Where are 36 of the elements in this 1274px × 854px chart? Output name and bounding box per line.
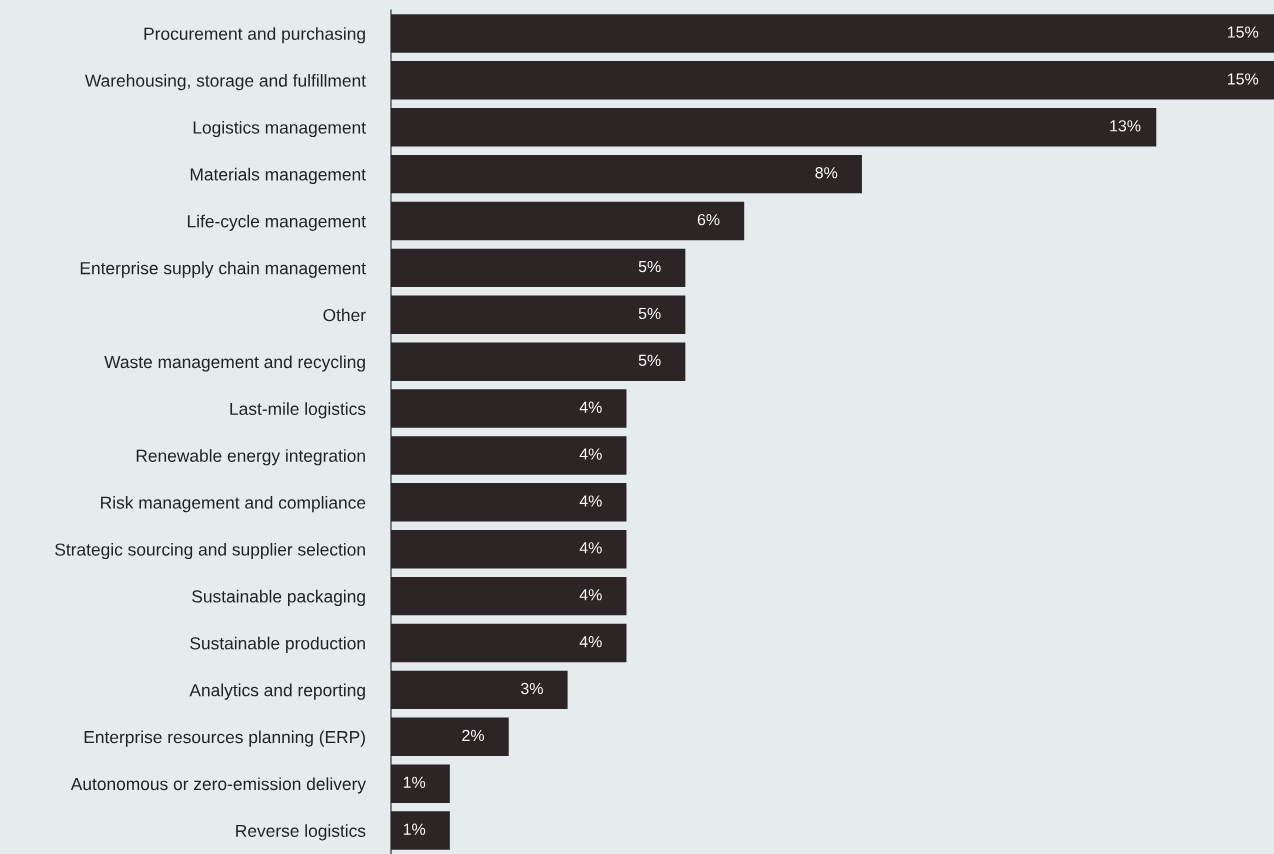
y-tick-label: Sustainable production <box>190 636 365 653</box>
y-tick-label: Strategic sourcing and supplier selection <box>55 542 365 560</box>
y-tick-label: Last-mile logistics <box>230 402 366 419</box>
data-label: 8% <box>815 167 838 179</box>
data-label: 15% <box>1228 26 1259 38</box>
y-tick-label: Other <box>323 308 366 322</box>
data-label: 5% <box>638 307 661 320</box>
data-label: 4% <box>579 589 602 601</box>
data-label: 13% <box>1110 120 1141 132</box>
data-label: 4% <box>579 636 602 648</box>
data-label: 6% <box>697 213 720 226</box>
data-label: 4% <box>579 542 602 554</box>
y-tick-label: Warehousing, storage and fulfillment <box>84 74 366 91</box>
y-tick-label: Waste management and recycling <box>104 355 365 372</box>
y-tick-label: Enterprise resources planning (ERP) <box>84 730 365 747</box>
y-tick-label: Renewable energy integration <box>136 449 365 466</box>
y-tick-label: Risk management and compliance <box>101 496 366 513</box>
data-label: 3% <box>520 682 543 695</box>
data-label: 2% <box>462 729 485 741</box>
y-tick-label: Enterprise supply chain management <box>80 261 366 278</box>
data-label: 5% <box>638 354 661 366</box>
data-label: 4% <box>579 401 602 413</box>
data-label: 5% <box>638 260 661 273</box>
y-tick-label: Autonomous or zero-emission delivery <box>70 777 366 794</box>
data-label: 4% <box>579 448 602 460</box>
y-tick-label: Procurement and purchasing <box>144 27 365 44</box>
y-tick-label: Analytics and reporting <box>189 683 365 700</box>
y-tick-label: Logistics management <box>193 120 366 138</box>
data-label: 1% <box>403 776 426 788</box>
data-label: 15% <box>1228 73 1259 85</box>
y-tick-label: Materials management <box>190 167 366 184</box>
data-label: 1% <box>403 823 426 835</box>
y-tick-label: Life-cycle management <box>187 214 366 231</box>
y-tick-label: Sustainable packaging <box>192 589 365 606</box>
data-label: 4% <box>579 495 602 507</box>
y-tick-label: Reverse logistics <box>236 824 366 841</box>
